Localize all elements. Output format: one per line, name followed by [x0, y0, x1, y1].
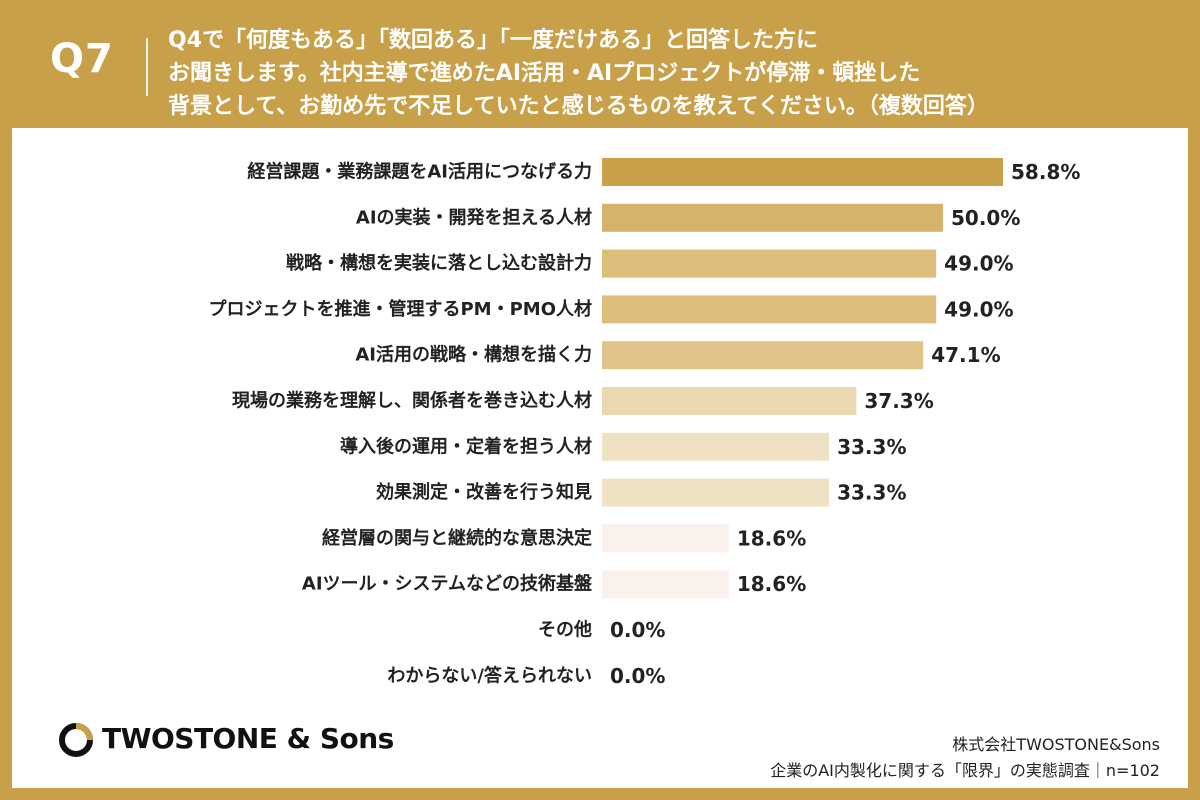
value-label: 50.0% [951, 206, 1020, 230]
bar [602, 524, 729, 553]
question-text: Q4で「何度もある」「数回ある」「一度だけある」と回答した方に お聞きします。社… [168, 24, 1178, 123]
category-label: 効果測定・改善を行う知見 [376, 481, 592, 503]
chart-panel: 経営課題・業務課題をAI活用につなげる力 58.8% AIの実装・開発を担える人材 5… [12, 128, 1188, 788]
source-note: 株式会社TWOSTONE&Sons 企業のAI内製化に関する「限界」の実態調査｜… [770, 732, 1160, 784]
brand-mark-icon [59, 723, 93, 757]
question-line: 背景として、お勤め先で不足していたと感じるものを教えてください。（複数回答） [168, 94, 989, 119]
brand-name: TWOSTONE & Sons [102, 722, 394, 755]
bar [602, 158, 1004, 186]
bar [602, 387, 857, 415]
question-line: Q4で「何度もある」「数回ある」「一度だけある」と回答した方に [168, 28, 819, 53]
question-number: Q7 [50, 36, 114, 82]
bar [602, 295, 937, 324]
value-label: 33.3% [837, 435, 906, 459]
value-label: 18.6% [737, 572, 806, 596]
value-label: 49.0% [944, 252, 1013, 276]
header-divider [146, 38, 148, 96]
value-label: 49.0% [944, 297, 1013, 321]
category-label: 戦略・構想を実装に落とし込む設計力 [286, 252, 592, 274]
value-label: 18.6% [737, 526, 806, 550]
category-label: 現場の業務を理解し、関係者を巻き込む人材 [232, 390, 592, 412]
value-label: 58.8% [1011, 160, 1080, 184]
category-label: AIの実装・開発を担える人材 [356, 206, 592, 228]
bar [602, 570, 729, 599]
header: Q7 Q4で「何度もある」「数回ある」「一度だけある」と回答した方に お聞きしま… [0, 0, 1200, 128]
value-label: 0.0% [610, 618, 665, 642]
bar-chart: 経営課題・業務課題をAI活用につなげる力 58.8% AIの実装・開発を担える人材 5… [208, 158, 1080, 688]
question-line: お聞きします。社内主導で進めたAI活用・AIプロジェクトが停滞・頓挫した [168, 61, 921, 86]
value-label: 47.1% [931, 343, 1000, 367]
source-survey: 企業のAI内製化に関する「限界」の実態調査｜n=102 [770, 761, 1160, 780]
category-label: わからない/答えられない [387, 664, 592, 686]
category-label: プロジェクトを推進・管理するPM・PMO人材 [208, 298, 592, 320]
category-label: AI活用の戦略・構想を描く力 [355, 344, 592, 366]
bar [602, 249, 937, 278]
value-label: 0.0% [610, 664, 665, 688]
category-label: 経営課題・業務課題をAI活用につなげる力 [247, 161, 592, 183]
source-company: 株式会社TWOSTONE&Sons [952, 735, 1160, 754]
bar [602, 432, 830, 461]
bar [602, 341, 924, 370]
value-label: 33.3% [837, 481, 906, 505]
value-label: 37.3% [864, 389, 933, 413]
bar [602, 478, 830, 507]
category-label: その他 [538, 619, 592, 641]
category-label: 導入後の運用・定着を担う人材 [340, 435, 592, 457]
bar [602, 203, 943, 232]
category-label: AIツール・システムなどの技術基盤 [302, 573, 593, 595]
category-label: 経営層の関与と継続的な意思決定 [322, 527, 592, 549]
